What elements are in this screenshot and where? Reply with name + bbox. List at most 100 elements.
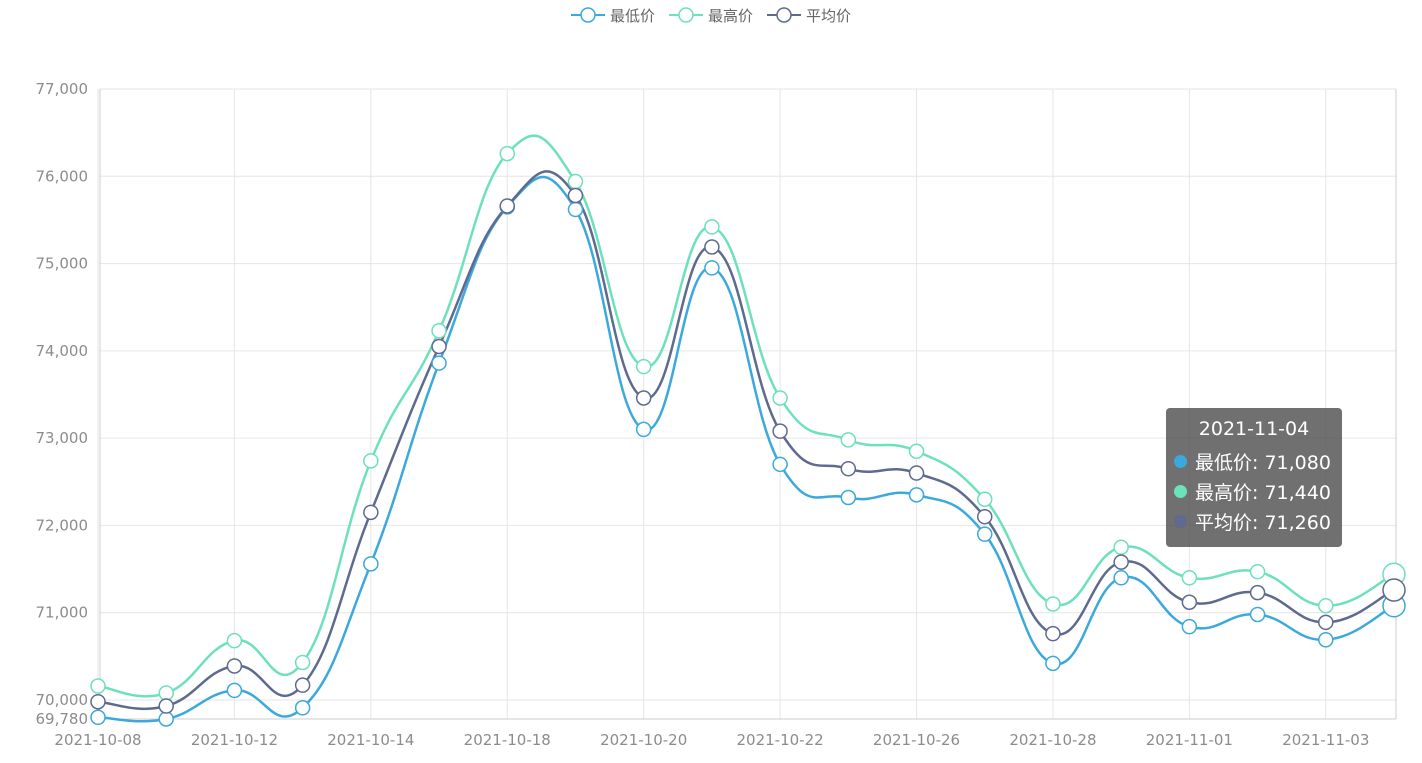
data-points[interactable] — [90, 145, 1406, 727]
data-point-min-price[interactable] — [567, 201, 584, 218]
data-point-max-price[interactable] — [704, 219, 720, 235]
data-point-avg-price[interactable] — [704, 239, 720, 255]
data-point-min-price[interactable] — [1318, 632, 1334, 648]
data-point-max-price[interactable] — [363, 453, 379, 469]
x-tick-label: 2021-10-28 — [1009, 731, 1096, 749]
x-tick-label: 2021-10-14 — [327, 731, 414, 749]
data-point-min-price[interactable] — [840, 489, 857, 506]
data-point-min-price[interactable] — [363, 556, 379, 572]
data-point-avg-price[interactable] — [1181, 594, 1198, 610]
tooltip-row-text: 最低价: 71,080 — [1195, 451, 1331, 474]
data-point-max-price[interactable] — [772, 390, 788, 406]
y-tick-label: 72,000 — [36, 516, 89, 534]
data-point-max-price[interactable] — [499, 145, 516, 162]
legend-label: 最低价 — [609, 6, 655, 25]
data-point-max-price[interactable] — [976, 491, 993, 507]
x-tick-label: 2021-10-22 — [737, 731, 824, 749]
data-point-min-price[interactable] — [1045, 655, 1061, 672]
data-point-min-price[interactable] — [1113, 570, 1129, 586]
series-dot-icon — [1174, 484, 1187, 498]
legend-label: 最高价 — [707, 6, 753, 25]
data-point-avg-price[interactable] — [1318, 614, 1334, 631]
data-point-max-price[interactable] — [1113, 539, 1129, 555]
data-point-avg-price[interactable] — [635, 390, 652, 406]
y-tick-label: 74,000 — [36, 342, 89, 360]
data-point-min-price[interactable] — [226, 682, 243, 699]
data-point-avg-price[interactable] — [158, 698, 174, 714]
y-tick-label: 77,000 — [36, 80, 89, 98]
legend-item-min-price[interactable]: 最低价 — [570, 5, 655, 26]
data-point-min-price[interactable] — [976, 526, 993, 542]
tooltip-title: 2021-11-04 — [1198, 418, 1310, 440]
chart-legend: 最低价 最高价 平均价 — [0, 3, 1422, 27]
data-point-avg-price[interactable] — [363, 504, 379, 521]
data-point-min-price[interactable] — [704, 260, 720, 276]
y-tick-label: 76,000 — [36, 167, 89, 185]
data-point-max-price[interactable] — [1181, 570, 1198, 586]
x-tick-label: 2021-10-20 — [600, 731, 687, 749]
x-tick-label: 2021-10-08 — [54, 731, 141, 749]
data-point-avg-price[interactable] — [431, 338, 447, 355]
data-point-max-price[interactable] — [158, 685, 174, 701]
data-point-max-price[interactable] — [840, 432, 857, 448]
data-point-min-price[interactable] — [635, 421, 652, 438]
data-point-min-price[interactable] — [1249, 606, 1266, 623]
tooltip: 2021-11-04 最低价: 71,080 最高价: 71,440 平均价: … — [1166, 408, 1342, 547]
data-point-min-price[interactable] — [90, 709, 106, 726]
legend-marker-icon — [570, 7, 605, 23]
series-dot-icon — [1174, 514, 1187, 528]
x-tick-label: 2021-11-03 — [1282, 731, 1369, 749]
data-point-avg-price[interactable] — [90, 693, 106, 710]
data-point-max-price[interactable] — [635, 358, 652, 375]
x-tick-label: 2021-10-26 — [873, 731, 960, 749]
data-point-min-price[interactable] — [431, 355, 447, 371]
data-point-min-price[interactable] — [772, 456, 788, 473]
data-point-avg-price[interactable] — [294, 677, 311, 693]
data-point-max-price[interactable] — [294, 654, 311, 671]
legend-marker-icon — [767, 7, 801, 23]
data-point-max-price[interactable] — [226, 632, 243, 649]
tooltip-row-text: 平均价: 71,260 — [1195, 511, 1331, 534]
grid — [97, 88, 1396, 719]
data-point-max-price[interactable] — [1249, 563, 1266, 580]
legend-label: 平均价 — [806, 6, 852, 25]
data-point-avg-price[interactable] — [1045, 625, 1061, 642]
x-tick-label: 2021-10-12 — [191, 731, 278, 749]
series-dot-icon — [1174, 454, 1187, 468]
data-point-avg-price[interactable] — [1249, 584, 1266, 601]
data-point-max-price[interactable] — [1045, 596, 1061, 612]
y-tick-label: 71,000 — [36, 604, 89, 622]
data-point-max-price[interactable] — [431, 323, 447, 339]
data-point-avg-price[interactable] — [567, 187, 584, 204]
tooltip-row-min: 最低价: 71,080 — [1174, 446, 1342, 476]
tooltip-row-max: 最高价: 71,440 — [1174, 476, 1342, 506]
data-point-max-price[interactable] — [1318, 597, 1334, 614]
data-point-avg-price[interactable] — [1382, 578, 1406, 602]
y-tick-label: 75,000 — [36, 255, 89, 273]
data-point-avg-price[interactable] — [840, 460, 857, 477]
data-point-max-price[interactable] — [567, 173, 584, 190]
x-tick-label: 2021-10-18 — [464, 731, 551, 749]
legend-marker-icon — [668, 7, 703, 23]
data-point-avg-price[interactable] — [226, 658, 243, 674]
legend-item-avg-price[interactable]: 平均价 — [767, 5, 851, 26]
data-point-avg-price[interactable] — [772, 423, 788, 439]
data-point-avg-price[interactable] — [976, 508, 993, 525]
series-line-max-price — [97, 134, 1395, 698]
data-point-min-price[interactable] — [158, 711, 174, 727]
data-point-avg-price[interactable] — [1113, 554, 1129, 570]
data-point-max-price[interactable] — [908, 443, 925, 459]
data-point-max-price[interactable] — [90, 678, 106, 694]
y-tick-label: 70,000 — [36, 691, 89, 709]
data-point-avg-price[interactable] — [499, 198, 516, 214]
data-point-min-price[interactable] — [294, 700, 311, 716]
data-point-min-price[interactable] — [1181, 618, 1198, 635]
data-point-avg-price[interactable] — [908, 465, 925, 481]
y-tick-label: 73,000 — [36, 429, 89, 447]
x-tick-label: 2021-11-01 — [1146, 731, 1233, 749]
legend-item-max-price[interactable]: 最高价 — [668, 5, 753, 26]
data-point-min-price[interactable] — [908, 487, 925, 503]
y-tick-label: 69,780 — [36, 710, 89, 728]
axes: 77,000 76,000 75,000 74,000 73,000 72,000 71,0… — [36, 80, 1397, 749]
